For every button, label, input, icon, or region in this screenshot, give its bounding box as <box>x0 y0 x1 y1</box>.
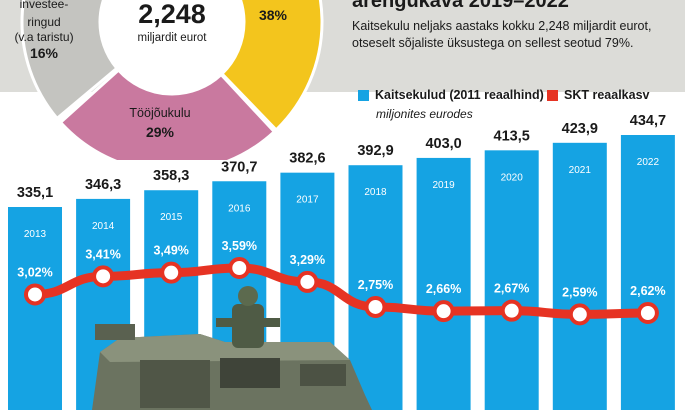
line-value-label: 2,66% <box>426 282 461 296</box>
line-point <box>636 302 659 324</box>
legend-bars-sublabel: miljonites eurodes <box>376 107 473 121</box>
donut-slice <box>20 0 119 121</box>
category-label: 2013 <box>24 229 47 240</box>
donut-slice <box>58 68 277 160</box>
line-point <box>500 299 523 322</box>
line-value-label: 2,62% <box>630 284 665 298</box>
bar <box>552 142 607 410</box>
category-label: 2021 <box>569 165 592 176</box>
page-title: arengukava 2019–2022 <box>352 0 569 12</box>
donut-chart: 2,248 miljardit eurot investee-ringud(v.a … <box>14 0 324 160</box>
line-point <box>24 283 46 306</box>
category-label: 2016 <box>228 203 251 214</box>
vehicle-panel <box>300 364 346 386</box>
soldier-head <box>238 286 258 306</box>
legend-line: SKT reaalkasv <box>547 88 649 102</box>
vehicle-door <box>140 360 210 408</box>
line-point <box>92 265 115 288</box>
line-value-label: 3,41% <box>85 247 120 261</box>
legend-line-swatch <box>547 89 558 101</box>
bar-value-label: 358,3 <box>153 168 189 184</box>
vehicle-top <box>100 334 350 362</box>
line-value-label: 3,49% <box>153 244 188 258</box>
vehicle-illustration <box>92 286 372 410</box>
donut-slice-value: 38% <box>259 7 288 23</box>
bar <box>416 157 471 410</box>
line-point <box>228 257 251 279</box>
legend-bars: Kaitsekulud (2011 reaalhind) <box>358 88 544 102</box>
bar-value-label: 335,1 <box>17 185 53 201</box>
vehicle-window <box>220 358 280 388</box>
donut-slice-value: 16% <box>30 45 59 61</box>
category-label: 2015 <box>160 212 183 223</box>
line-value-label: 3,59% <box>222 239 257 253</box>
vehicle-turret <box>95 324 135 340</box>
donut-center-value: 2,248 <box>138 0 206 29</box>
soldier-body <box>232 304 264 348</box>
donut-slice-value: 29% <box>146 124 175 140</box>
growth-line <box>30 263 653 319</box>
line-point <box>364 295 387 318</box>
line-point <box>568 303 591 326</box>
category-label: 2020 <box>501 172 524 183</box>
category-label: 2019 <box>432 180 455 191</box>
category-label: 2022 <box>637 157 660 168</box>
bar <box>8 207 62 410</box>
bar <box>620 135 675 410</box>
line-value-label: 3,29% <box>290 253 325 267</box>
bar <box>484 150 539 410</box>
line-point <box>160 261 183 284</box>
bar-value-label: 413,5 <box>494 128 530 144</box>
bar-value-label: 382,6 <box>289 151 325 167</box>
category-label: 2014 <box>92 221 115 232</box>
donut-slice <box>219 0 324 133</box>
line-value-label: 2,67% <box>494 282 529 296</box>
line-value-label: 3,02% <box>17 265 52 279</box>
legend-bars-swatch <box>358 89 369 101</box>
bar-value-label: 392,9 <box>357 143 393 159</box>
donut-slice-label: Tööjõukulu <box>129 106 190 120</box>
donut-slice-label: (v.a taristu) <box>14 30 73 44</box>
category-label: 2017 <box>296 195 319 206</box>
line-point <box>432 300 455 323</box>
bar-value-label: 423,9 <box>562 121 598 137</box>
donut-slice-label: ringud <box>27 15 60 29</box>
bar-value-label: 434,7 <box>630 113 666 129</box>
donut-center <box>101 0 243 93</box>
line-point <box>296 270 319 293</box>
donut-center-unit: miljardit eurot <box>137 32 207 44</box>
bar-value-label: 346,3 <box>85 177 121 193</box>
donut-slice-label: investee- <box>20 0 69 11</box>
legend-bars-label: Kaitsekulud (2011 reaalhind) <box>375 88 544 102</box>
line-value-label: 2,75% <box>358 278 393 292</box>
category-label: 2018 <box>364 187 387 198</box>
soldier-arm <box>216 318 234 327</box>
bar-value-label: 370,7 <box>221 159 257 175</box>
soldier-arm <box>262 318 280 327</box>
line-value-label: 2,59% <box>562 285 597 299</box>
intro-text: Kaitsekulu neljaks aastaks kokku 2,248 m… <box>352 19 652 50</box>
bar <box>348 165 403 410</box>
legend-line-label: SKT reaalkasv <box>564 88 650 102</box>
bar-value-label: 403,0 <box>425 136 461 152</box>
